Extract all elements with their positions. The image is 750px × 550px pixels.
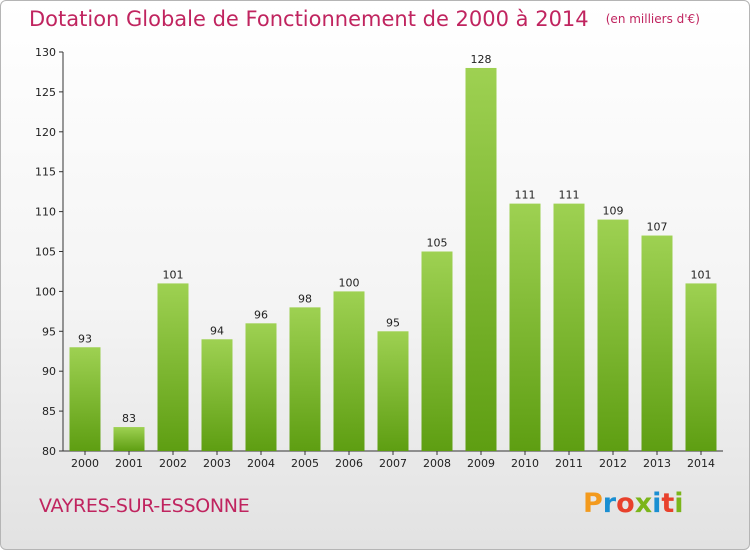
y-tick-label: 100 [35, 285, 56, 298]
bar-2004 [245, 323, 277, 451]
value-label-2005: 98 [298, 292, 312, 305]
brand-letter: x [634, 488, 653, 519]
x-tick-label-2010: 2010 [511, 457, 539, 470]
value-label-2007: 95 [386, 316, 400, 329]
bar-2012 [597, 219, 629, 451]
bar-2007 [377, 331, 409, 451]
value-label-2004: 96 [254, 308, 268, 321]
bar-2005 [289, 307, 321, 451]
chart-unit: (en milliers d'€) [605, 12, 700, 26]
brand-letter: t [661, 488, 675, 519]
value-label-2000: 93 [78, 332, 92, 345]
y-tick-label: 95 [42, 325, 56, 338]
proxiti-logo: Proxiti [583, 488, 684, 519]
y-tick-label: 120 [35, 126, 56, 139]
x-tick-label-2001: 2001 [115, 457, 143, 470]
x-tick-label-2007: 2007 [379, 457, 407, 470]
y-tick-label: 110 [35, 206, 56, 219]
x-tick-label-2011: 2011 [555, 457, 583, 470]
commune-name: VAYRES-SUR-ESSONNE [39, 495, 250, 517]
brand-letter: i [674, 488, 684, 519]
value-label-2011: 111 [559, 189, 580, 202]
brand-letter: r [602, 488, 617, 519]
x-tick-label-2008: 2008 [423, 457, 451, 470]
bar-2003 [201, 339, 233, 451]
x-tick-label-2005: 2005 [291, 457, 319, 470]
y-tick-label: 80 [42, 445, 56, 458]
bar-2006 [333, 291, 365, 451]
value-label-2001: 83 [122, 412, 136, 425]
value-label-2003: 94 [210, 324, 224, 337]
bar-2014 [685, 283, 717, 451]
x-tick-label-2003: 2003 [203, 457, 231, 470]
brand-letter: i [652, 488, 662, 519]
value-label-2006: 100 [339, 276, 360, 289]
y-tick-label: 105 [35, 246, 56, 259]
x-tick-label-2012: 2012 [599, 457, 627, 470]
brand-letter: P [583, 488, 603, 519]
value-label-2009: 128 [471, 53, 492, 66]
bar-2008 [421, 251, 453, 451]
x-tick-label-2013: 2013 [643, 457, 671, 470]
value-label-2014: 101 [691, 268, 712, 281]
title-row: Dotation Globale de Fonctionnement de 20… [29, 7, 700, 31]
y-tick-label: 115 [35, 166, 56, 179]
x-tick-label-2000: 2000 [71, 457, 99, 470]
bar-2010 [509, 203, 541, 451]
y-tick-label: 90 [42, 365, 56, 378]
x-tick-label-2004: 2004 [247, 457, 275, 470]
y-tick-label: 125 [35, 86, 56, 99]
brand-letter: o [616, 488, 635, 519]
bar-2001 [113, 427, 145, 451]
bar-2002 [157, 283, 189, 451]
x-tick-label-2002: 2002 [159, 457, 187, 470]
value-label-2012: 109 [603, 205, 624, 218]
labels: 80 85 90 95 100 105 110 115 120 125 130 93 2000 83 200… [35, 46, 715, 470]
bar-2009 [465, 67, 497, 452]
y-tick-label: 85 [42, 405, 56, 418]
y-tick-label: 130 [35, 46, 56, 59]
bar-2013 [641, 235, 673, 451]
x-tick-label-2014: 2014 [687, 457, 715, 470]
bars [69, 67, 717, 452]
chart-title: Dotation Globale de Fonctionnement de 20… [29, 7, 589, 31]
x-tick-label-2006: 2006 [335, 457, 363, 470]
x-tick-label-2009: 2009 [467, 457, 495, 470]
bar-2000 [69, 347, 101, 451]
bar-2011 [553, 203, 585, 451]
value-label-2002: 101 [163, 268, 184, 281]
value-label-2010: 111 [515, 189, 536, 202]
value-label-2008: 105 [427, 237, 448, 250]
value-label-2013: 107 [647, 221, 668, 234]
